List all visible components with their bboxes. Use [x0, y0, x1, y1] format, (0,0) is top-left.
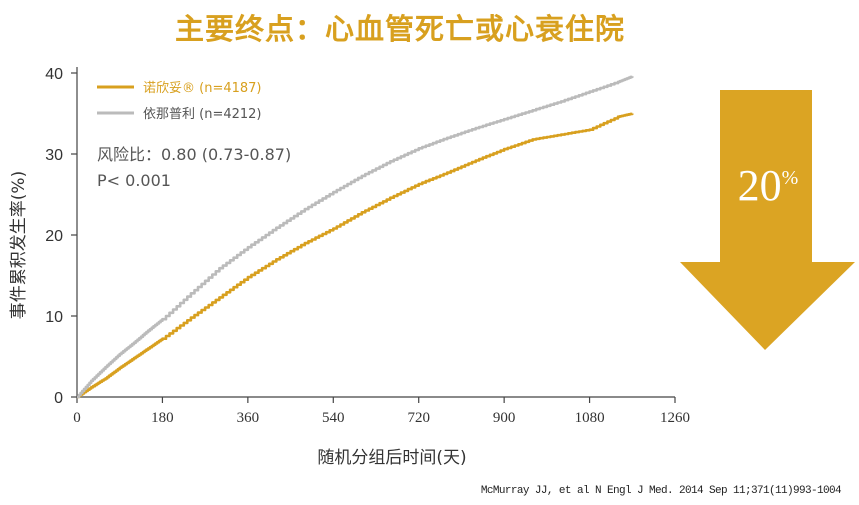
legend-label: 依那普利 (n=4212): [143, 107, 262, 122]
hazard-ratio-text: 风险比：0.80 (0.73-0.87): [97, 145, 291, 164]
series-line-2: [77, 75, 634, 399]
y-tick-label: 10: [45, 309, 63, 326]
reduction-unit: %: [781, 167, 799, 189]
series-layer: [77, 75, 634, 399]
reduction-label: 20%: [728, 160, 808, 211]
x-axis: 0 180 360 540 720 900 1080 1260 随机分组后时间(天): [73, 396, 690, 468]
reduction-value: 20: [737, 161, 782, 210]
x-tick-label: 1260: [660, 410, 690, 426]
x-tick-label: 540: [322, 410, 345, 426]
y-axis-label: 事件累积发生率(%): [9, 171, 29, 319]
reduction-arrow: [680, 90, 855, 350]
series-line-1: [77, 112, 634, 399]
x-tick-label: 360: [237, 410, 260, 426]
x-tick-label: 900: [493, 410, 516, 426]
p-value-text: P< 0.001: [97, 171, 171, 190]
y-tick-label: 30: [45, 147, 63, 164]
citation: McMurray JJ, et al N Engl J Med. 2014 Se…: [480, 485, 842, 497]
y-tick-label: 0: [54, 390, 63, 407]
chart-title: 主要终点：心血管死亡或心衰住院: [174, 12, 625, 46]
legend: 诺欣妥® (n=4187) 依那普利 (n=4212): [97, 81, 262, 122]
x-tick-label: 1080: [575, 410, 605, 426]
x-axis-label: 随机分组后时间(天): [317, 448, 466, 468]
x-tick-label: 720: [407, 410, 430, 426]
legend-label: 诺欣妥® (n=4187): [143, 81, 262, 96]
y-tick-label: 20: [45, 228, 63, 245]
x-tick-label: 0: [73, 410, 81, 426]
x-tick-label: 180: [151, 410, 174, 426]
y-tick-label: 40: [45, 66, 63, 83]
y-axis: 0 10 20 30 40 事件累积发生率(%): [9, 66, 78, 407]
